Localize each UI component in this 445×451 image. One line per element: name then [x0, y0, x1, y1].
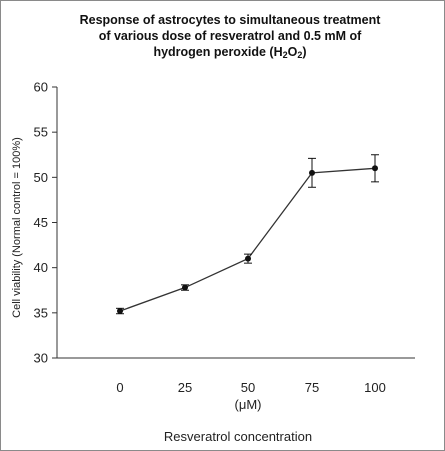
x-ticks: 0 25 50 75 100: [116, 380, 385, 395]
y-ticks: 30 35 40 45 50 55 60: [34, 80, 57, 366]
x-tick-label: 75: [305, 380, 319, 395]
series-line: [119, 167, 376, 312]
title-line-2: of various dose of resveratrol and 0.5 m…: [98, 29, 362, 43]
y-tick-label: 50: [34, 170, 48, 185]
data-point: [245, 255, 251, 262]
x-axis-label: Resveratrol concentration: [164, 429, 312, 444]
y-tick-label: 30: [34, 351, 48, 366]
title-line-1: Response of astrocytes to simultaneous t…: [79, 13, 381, 27]
y-tick-label: 60: [34, 80, 48, 95]
x-tick-label: 25: [178, 380, 192, 395]
axes: [56, 87, 415, 359]
title-line-3: hydrogen peroxide (H: [153, 45, 283, 59]
series-group: [116, 154, 379, 315]
title-line-3b: O: [287, 45, 298, 59]
y-tick-label: 35: [34, 305, 48, 320]
x-axis-unit: (μM): [235, 397, 262, 412]
x-tick-label: 0: [116, 380, 123, 395]
title-subscript-1: 2: [282, 50, 288, 60]
x-tick-label: 50: [241, 380, 255, 395]
y-tick-label: 55: [34, 125, 48, 140]
y-tick-label: 40: [34, 260, 48, 275]
y-axis-label: Cell viability (Normal control = 100%): [11, 137, 23, 318]
chart-title: Response of astrocytes to simultaneous t…: [40, 12, 420, 63]
data-point: [117, 308, 123, 315]
title-line-3c: ): [302, 45, 307, 59]
data-point: [372, 165, 378, 172]
x-tick-label: 100: [364, 380, 386, 395]
data-point: [182, 284, 188, 291]
y-tick-label: 45: [34, 215, 48, 230]
title-subscript-2: 2: [297, 50, 303, 60]
data-point: [309, 169, 315, 176]
